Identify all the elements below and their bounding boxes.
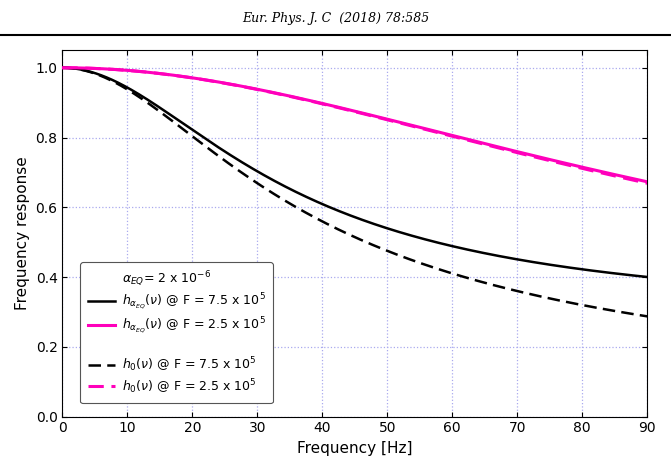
Legend: $\alpha_{EQ}$= 2 x 10$^{-6}$, $h_{\alpha_{EQ}}(\nu)$ @ F = 7.5 x 10$^5$, $h_{\al: $\alpha_{EQ}$= 2 x 10$^{-6}$, $h_{\alpha…	[81, 262, 273, 403]
Text: Eur. Phys. J. C  (2018) 78:585: Eur. Phys. J. C (2018) 78:585	[242, 12, 429, 25]
Y-axis label: Frequency response: Frequency response	[15, 156, 30, 310]
X-axis label: Frequency [Hz]: Frequency [Hz]	[297, 441, 413, 456]
